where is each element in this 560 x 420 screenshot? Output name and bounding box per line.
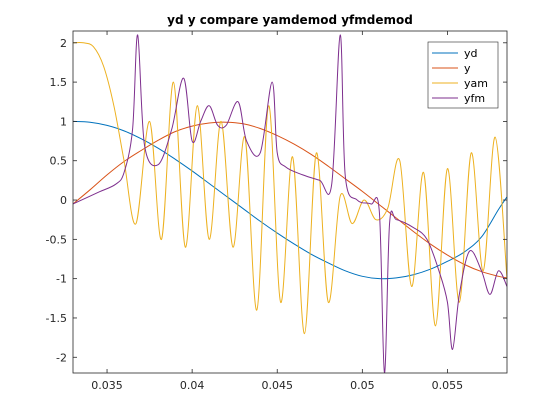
y-tick-label: -0.5 — [46, 233, 67, 246]
series-layer — [73, 34, 507, 373]
y-tick-label: 1 — [60, 115, 67, 128]
legend-label-yfm: yfm — [464, 92, 485, 105]
series-line-y — [73, 121, 507, 279]
axes-frame — [72, 30, 508, 374]
series-line-yam — [73, 42, 507, 335]
y-tick-label: 1.5 — [50, 76, 68, 89]
series-line-yfm — [73, 34, 507, 373]
legend-label-y: y — [464, 62, 471, 75]
y-tick-label: -1.5 — [46, 312, 67, 325]
x-axis: 0.035 0.04 0.045 0.05 0.055 — [91, 31, 463, 392]
legend-label-yd: yd — [464, 47, 478, 60]
y-tick-label: 2 — [60, 37, 67, 50]
y-axis: -2 -1.5 -1 -0.5 0 0.5 1 1.5 2 — [46, 37, 507, 364]
x-tick-label: 0.035 — [91, 379, 123, 392]
x-tick-label: 0.04 — [180, 379, 205, 392]
legend-label-yam: yam — [464, 77, 488, 90]
y-tick-label: -1 — [56, 273, 67, 286]
x-tick-label: 0.055 — [432, 379, 464, 392]
x-tick-label: 0.045 — [261, 379, 293, 392]
y-tick-label: 0 — [60, 194, 67, 207]
x-tick-label: 0.05 — [350, 379, 375, 392]
y-tick-label: -2 — [56, 351, 67, 364]
legend: yd y yam yfm — [427, 41, 499, 109]
y-tick-label: 0.5 — [50, 155, 68, 168]
chart-title: yd y compare yamdemod yfmdemod — [167, 13, 413, 27]
